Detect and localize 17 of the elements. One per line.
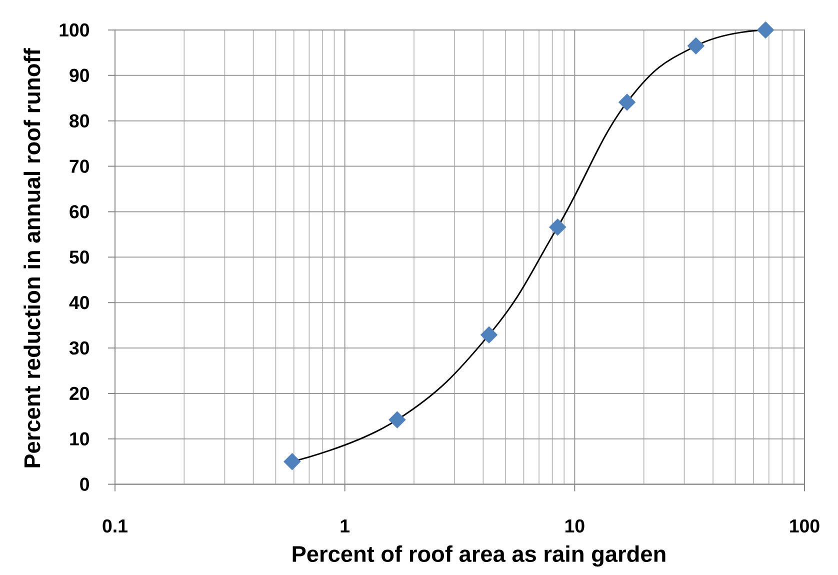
y-tick-label: 30	[69, 341, 90, 355]
y-tick-label: 90	[70, 68, 90, 82]
y-tick-label: 60	[70, 205, 90, 218]
y-tick-label: 20	[70, 386, 90, 400]
x-tick-label: 0.1	[102, 519, 128, 533]
x-tick-label: 1	[340, 520, 350, 532]
y-tick-label: 80	[70, 114, 90, 128]
y-tick-label: 50	[70, 250, 90, 264]
y-axis-title: Percent reduction in annual roof runoff	[24, 48, 40, 468]
x-tick-label: 10	[565, 519, 584, 533]
x-tick-label: 100	[790, 519, 820, 533]
y-tick-label: 0	[80, 478, 90, 491]
y-tick-label: 100	[60, 23, 89, 37]
y-tick-label: 10	[70, 432, 90, 446]
y-tick-label: 70	[70, 160, 90, 173]
y-tick-label: 40	[69, 296, 90, 310]
x-axis-title: Percent of roof area as rain garden	[292, 545, 666, 567]
